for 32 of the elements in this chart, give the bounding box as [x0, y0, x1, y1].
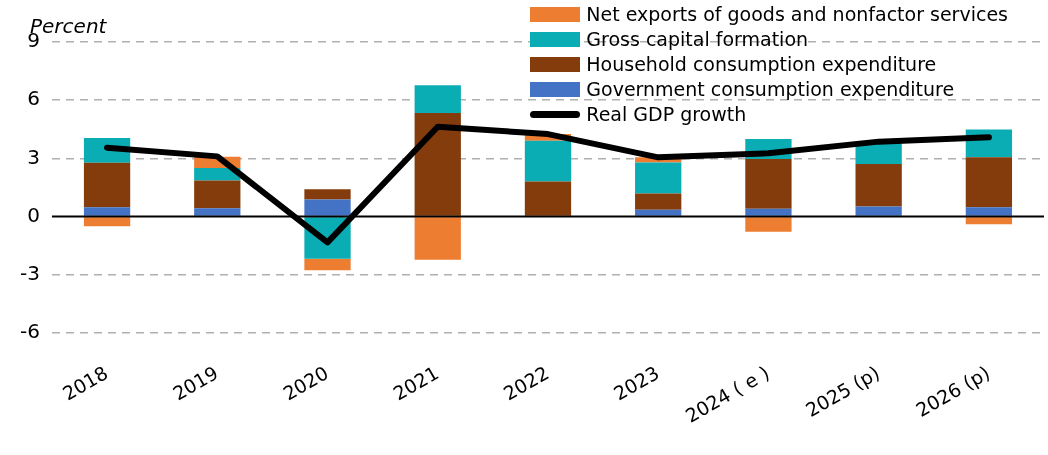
bar: [414, 217, 461, 260]
legend-label: Gross capital formation: [586, 27, 809, 52]
bar: [304, 189, 351, 200]
bar: [965, 207, 1013, 216]
bar: [83, 207, 131, 216]
y-tick-label: 6: [27, 86, 40, 111]
y-tick-label: 0: [27, 202, 40, 227]
bar: [304, 258, 351, 271]
y-tick-label: -3: [19, 260, 40, 285]
legend-label: Government consumption expenditure: [586, 77, 955, 102]
bar: [524, 140, 572, 182]
legend-label: Household consumption expenditure: [586, 52, 937, 77]
y-tick-label: -6: [19, 318, 40, 343]
bar: [855, 206, 902, 216]
bar: [524, 181, 572, 216]
y-tick-label: 3: [27, 144, 40, 169]
bar: [304, 199, 351, 216]
bar: [855, 164, 902, 207]
legend-label: Net exports of goods and nonfactor services: [586, 2, 1008, 27]
bar: [745, 217, 792, 232]
bar: [194, 180, 241, 209]
bar: [745, 158, 792, 209]
bar: [194, 208, 241, 216]
bar: [83, 162, 131, 208]
bar: [414, 85, 461, 113]
bar: [965, 157, 1013, 208]
bar: [414, 112, 461, 216]
legend-label: Real GDP growth: [586, 102, 747, 127]
bar: [635, 193, 682, 210]
bar: [83, 217, 131, 227]
bar: [965, 217, 1013, 225]
bar: [635, 162, 682, 194]
